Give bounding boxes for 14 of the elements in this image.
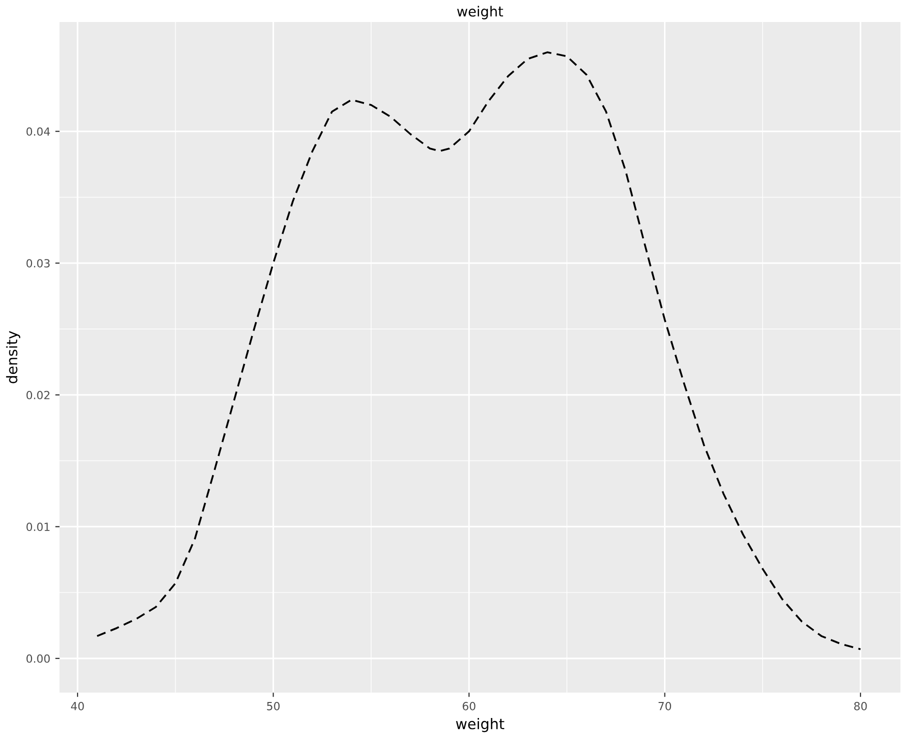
y-tick-label: 0.01 [26, 522, 50, 532]
x-axis-title: weight [456, 718, 504, 732]
x-tick-label: 70 [658, 702, 672, 710]
x-tick-label: 60 [462, 702, 476, 710]
y-tick-label: 0.03 [26, 259, 50, 268]
y-tick-label: 0.00 [26, 654, 50, 663]
chart-title: weight [457, 6, 504, 20]
x-tick-label: 80 [854, 702, 867, 710]
line-series [96, 51, 862, 650]
x-tick-label: 40 [71, 702, 84, 710]
y-tick-label: 0.04 [26, 127, 50, 136]
y-tick-label: 0.02 [26, 390, 50, 400]
y-axis-title: density [6, 331, 20, 384]
x-tick-label: 50 [267, 702, 280, 710]
